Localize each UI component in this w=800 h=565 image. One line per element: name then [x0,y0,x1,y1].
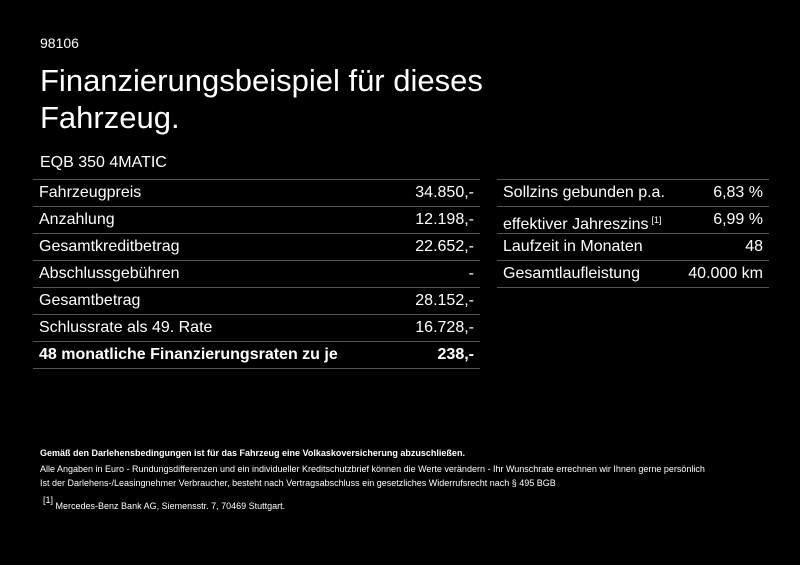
row-label-text: Gesamtlaufleistung [503,265,640,282]
note-line: Alle Angaben in Euro - Rundungsdifferenz… [40,464,705,474]
row-label-text: Anzahlung [39,211,115,228]
right-table: Sollzins gebunden p.a. 6,83 % effektiver J… [497,179,769,288]
row-label: Abschlussgebühren [39,261,180,287]
table-row: Gesamtbetrag 28.152,- [33,288,480,315]
row-value: 16.728,- [415,319,474,336]
row-value: - [468,265,474,282]
footnote-text: Mercedes-Benz Bank AG, Siemensstr. 7, 70… [55,501,286,511]
footnote-marker: [1] [651,215,662,225]
table-row: Gesamtlaufleistung 40.000 km [497,261,769,288]
table-row: Abschlussgebühren - [33,261,480,288]
table-row: effektiver Jahreszins [1] 6,99 % [497,207,769,234]
row-label: Laufzeit in Monaten [503,234,643,260]
footnote-marker: [1] [43,495,54,505]
left-table: Fahrzeugpreis 34.850,- Anzahlung 12.198,- Ge… [33,179,480,369]
row-label-text: Schlussrate als 49. Rate [39,319,213,336]
table-row: Laufzeit in Monaten 48 [497,234,769,261]
row-label: Sollzins gebunden p.a. [503,180,665,206]
row-label: Anzahlung [39,207,115,233]
model: EQB 350 4MATIC [40,154,167,171]
row-value: 22.652,- [415,238,474,255]
row-label: effektiver Jahreszins [1] [503,207,662,233]
row-label-text: 48 monatliche Finanzierungsraten zu je [39,346,338,363]
row-label: Schlussrate als 49. Rate [39,315,212,341]
row-label-text: Laufzeit in Monaten [503,238,643,255]
row-label-text: Sollzins gebunden p.a. [503,184,665,201]
row-value: 6,83 % [713,184,763,201]
table-row: Anzahlung 12.198,- [33,207,480,234]
row-label-text: Gesamtkreditbetrag [39,238,180,255]
table-row: Fahrzeugpreis 34.850,- [33,180,480,207]
note-line: Ist der Darlehens-/Leasingnehmer Verbrau… [40,478,556,488]
note-bold: Gemäß den Darlehensbedingungen ist für d… [40,448,465,458]
row-value: 238,- [437,346,474,363]
footnote: [1] Mercedes-Benz Bank AG, Siemensstr. 7… [40,493,705,513]
row-label-text: Abschlussgebühren [39,265,180,282]
row-label-text: Gesamtbetrag [39,292,141,309]
row-value: 48 [745,238,763,255]
row-label: Gesamtkreditbetrag [39,234,180,260]
row-label-text: effektiver Jahreszins [503,216,649,233]
row-label: 48 monatliche Finanzierungsraten zu je [39,342,338,368]
row-label: Fahrzeugpreis [39,180,141,206]
row-value: 40.000 km [688,265,763,282]
row-label: Gesamtlaufleistung [503,261,640,287]
table-row: Gesamtkreditbetrag 22.652,- [33,234,480,261]
table-row: 48 monatliche Finanzierungsraten zu je 23… [33,342,480,369]
row-value: 34.850,- [415,184,474,201]
row-value: 28.152,- [415,292,474,309]
row-label-text: Fahrzeugpreis [39,184,142,201]
notes: Gemäß den Darlehensbedingungen ist für d… [40,446,705,513]
row-value: 12.198,- [415,211,474,228]
row-value: 6,99 % [713,211,763,228]
table-row: Schlussrate als 49. Rate 16.728,- [33,315,480,342]
title: Finanzierungsbeispiel für dieses Fahrzeu… [40,63,483,135]
code: 98106 [40,35,79,51]
row-label: Gesamtbetrag [39,288,140,314]
table-row: Sollzins gebunden p.a. 6,83 % [497,180,769,207]
